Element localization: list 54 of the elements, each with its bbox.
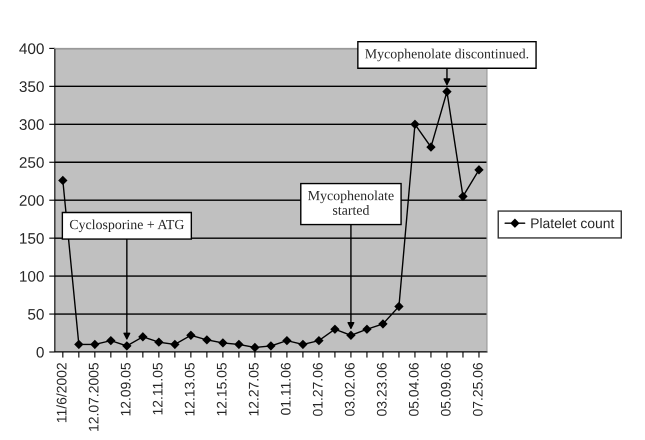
point: [202, 335, 212, 344]
point: [74, 340, 84, 349]
x-tick-label: 01.27.06: [312, 363, 323, 416]
legend-label: Platelet count: [531, 218, 614, 228]
point: [234, 340, 244, 349]
x-tick-label: 01.11.06: [280, 363, 291, 415]
point: [410, 120, 420, 129]
point: [426, 142, 436, 152]
point: [378, 319, 388, 328]
x-tick-label: 05.09.06: [440, 363, 451, 416]
point: [458, 192, 468, 201]
point: [314, 336, 324, 346]
y-tick-label: 100: [20, 270, 44, 282]
y-tick-label: 300: [20, 119, 44, 130]
point: [394, 302, 404, 311]
point: [138, 332, 148, 342]
point: [250, 342, 260, 352]
x-tick-label: 12.13.05: [184, 362, 195, 416]
point: [362, 324, 372, 334]
x-tick-label: 03.02.06: [344, 363, 355, 416]
point: [58, 176, 68, 185]
y-tick-label: 400: [19, 43, 44, 54]
point: [282, 336, 292, 346]
point: [106, 336, 116, 346]
y-tick-label: 50: [28, 308, 44, 320]
point: [186, 330, 196, 340]
point: [330, 324, 340, 334]
point: [218, 338, 228, 348]
point: [170, 340, 180, 349]
point: [122, 341, 132, 350]
x-tick-label: 12.07.2005: [88, 362, 99, 431]
point: [474, 165, 484, 174]
y-tick-label: 250: [20, 157, 44, 168]
x-tick-label: 12.27.05: [248, 362, 259, 416]
x-tick-label: 07.25.06: [472, 363, 483, 416]
x-tick-label: 12.09.05: [120, 362, 131, 416]
x-tick-label: 03.23.06: [376, 363, 387, 416]
y-tick-label: 350: [20, 81, 44, 92]
point: [298, 340, 308, 349]
point: [90, 340, 100, 349]
y-tick-label: 200: [20, 195, 44, 206]
annotation: Mycophenolate discontinued.: [365, 48, 528, 62]
x-tick-label: 12.11.05: [152, 362, 163, 414]
y-tick-label: 150: [20, 233, 44, 244]
y-tick-label: 0: [36, 346, 44, 358]
point: [346, 330, 356, 340]
point: [442, 87, 452, 96]
annotation: Cyclosporine + ATG: [70, 219, 184, 232]
annotation: Mycophenolate started: [308, 190, 394, 215]
x-tick-label: 05.04.06: [408, 363, 419, 416]
x-tick-label: 12.15.05: [216, 362, 227, 416]
x-tick-label: 11/6/2002: [56, 363, 67, 422]
point: [154, 338, 164, 347]
point: [266, 341, 276, 350]
